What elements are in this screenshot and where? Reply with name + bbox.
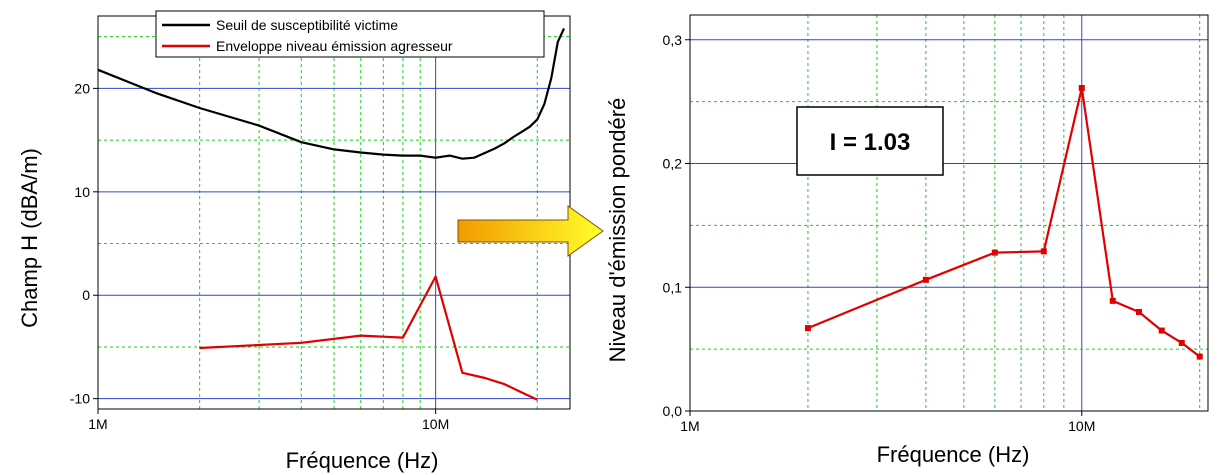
data-point	[804, 325, 811, 332]
y-tick-label: 0,1	[663, 279, 683, 295]
annotation-text: I = 1.03	[830, 129, 911, 156]
data-point	[1178, 339, 1185, 346]
y-tick-label: 0,0	[663, 403, 683, 419]
data-point	[1158, 327, 1165, 334]
y-tick-label: 0,2	[663, 156, 683, 172]
chart-right: 1M 10M 0,0 0,1 0,2 0,3 Fréquence (Hz) Niveau…	[605, 14, 1209, 467]
legend-box	[155, 10, 545, 58]
legend-entry-susceptibility: Seuil de susceptibilité victime	[216, 17, 398, 33]
y-axis-label: Champ H (dBA/m)	[17, 148, 42, 328]
grid	[690, 15, 1208, 411]
series-line-1	[199, 275, 538, 401]
x-axis-label: Fréquence (Hz)	[286, 448, 439, 473]
x-axis-ticks: 1M 10M	[680, 411, 1095, 434]
arrow-shape	[457, 205, 604, 257]
y-tick-label: 10	[74, 184, 90, 200]
x-tick-label: 1M	[680, 418, 699, 434]
series-group	[804, 85, 1203, 360]
y-tick-label: 0,3	[663, 32, 683, 48]
y-axis-ticks: -10 0 10 20	[70, 80, 98, 407]
series-line-0	[97, 27, 565, 160]
chart-left: 1M 10M -10 0 10 20 Fréquence (Hz) Champ H (d…	[17, 10, 571, 473]
legend-entry-emission: Enveloppe niveau émission agresseur	[216, 38, 453, 54]
x-axis-ticks: 1M 10M	[88, 409, 449, 432]
plot-frame	[689, 14, 1209, 412]
data-point	[1040, 248, 1047, 255]
x-tick-label: 10M	[422, 416, 449, 432]
data-point	[1136, 309, 1143, 315]
data-point	[922, 276, 929, 283]
data-point	[991, 249, 998, 256]
annotation-box: I = 1.03	[796, 106, 944, 176]
legend: Seuil de susceptibilité victime Envelopp…	[155, 10, 545, 58]
x-tick-label: 10M	[1068, 418, 1095, 434]
annotation-frame	[796, 106, 944, 176]
x-tick-label: 1M	[88, 416, 107, 432]
data-point	[1078, 85, 1085, 92]
y-tick-label: 0	[82, 287, 90, 303]
plot-frame	[97, 15, 571, 410]
y-tick-label: 20	[74, 80, 90, 96]
series-group	[97, 27, 565, 401]
y-axis-ticks: 0,0 0,1 0,2 0,3	[663, 32, 690, 419]
y-tick-label: -10	[70, 391, 90, 407]
x-axis-label: Fréquence (Hz)	[877, 442, 1030, 467]
grid	[98, 16, 570, 409]
series-line	[807, 86, 1201, 358]
data-point	[1109, 297, 1116, 304]
data-point	[1196, 353, 1203, 360]
y-axis-label: Niveau d'émission pondéré	[605, 98, 630, 363]
